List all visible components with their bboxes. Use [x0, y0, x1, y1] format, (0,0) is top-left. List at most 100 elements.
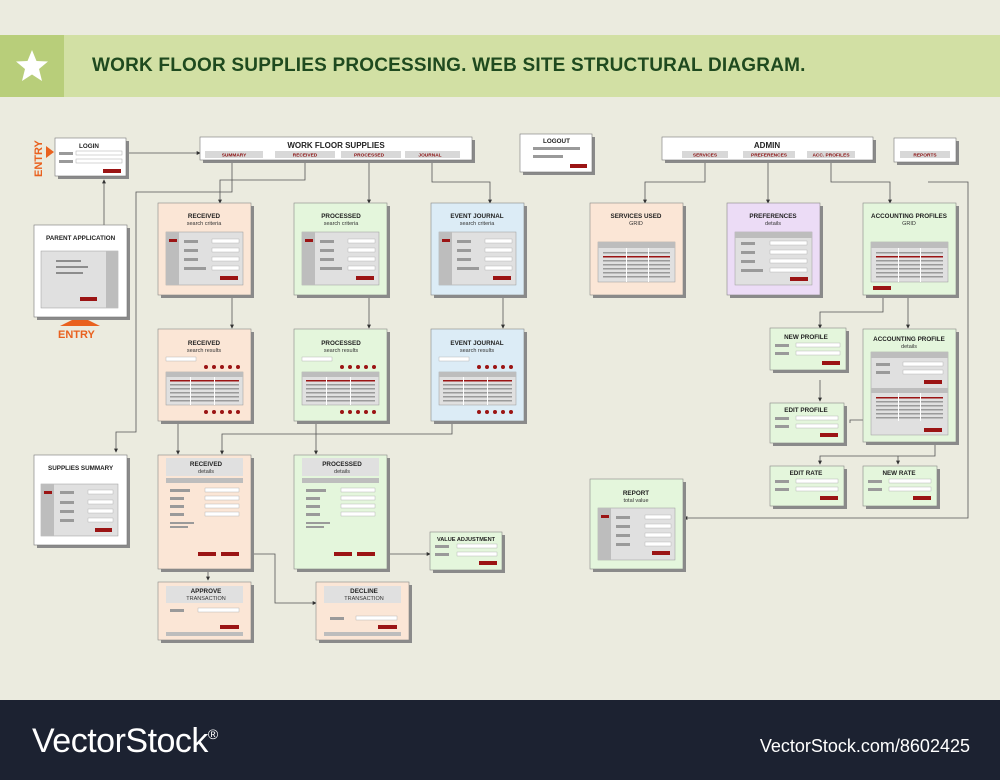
page-title: WORK FLOOR SUPPLIES PROCESSING. WEB SITE…	[92, 55, 806, 76]
star-badge	[0, 35, 64, 97]
entry-marker-side: ENTRY	[33, 139, 54, 177]
connector-received	[218, 163, 306, 204]
connector-journal	[431, 163, 492, 204]
new-profile-box[interactable]: NEW PROFILE	[769, 327, 849, 373]
parent-application-title: PARENT APPLICATION	[46, 235, 116, 242]
received-details-title: RECEIVED	[190, 461, 223, 468]
tab-preferences: PREFERENCES	[751, 153, 788, 159]
received-details-box[interactable]: RECEIVED details	[157, 454, 254, 572]
preferences-title: PREFERENCES	[749, 213, 796, 220]
preferences-sub: details	[765, 221, 781, 227]
tab-summary: SUMMARY	[222, 153, 247, 159]
journal-results-title: EVENT JOURNAL	[450, 340, 503, 347]
tab-processed: PROCESSED	[354, 153, 385, 159]
decline-title: DECLINE	[350, 588, 378, 595]
received-search-box[interactable]: RECEIVED search criteria	[157, 202, 254, 298]
entry-arrow-bottom-icon	[60, 316, 100, 326]
entry-marker-bottom: ENTRY	[58, 316, 100, 341]
footer-bar: VectorStock® VectorStock.com/8602425	[0, 700, 1000, 780]
parent-application-box[interactable]: PARENT APPLICATION	[33, 224, 130, 320]
journal-search-box[interactable]: EVENT JOURNAL search criteria	[430, 202, 527, 298]
accounting-profiles-sub: GRID	[902, 221, 916, 227]
structural-diagram: ENTRY ENTRY LOGIN WORK FLOOR SUPPLIES SU…	[33, 133, 969, 643]
title-bar: WORK FLOOR SUPPLIES PROCESSING. WEB SITE…	[0, 35, 1000, 97]
login-title: LOGIN	[79, 143, 99, 150]
processed-details-box[interactable]: PROCESSED details	[293, 454, 390, 572]
new-rate-title: NEW RATE	[882, 470, 915, 477]
entry-label-side: ENTRY	[33, 139, 45, 177]
supplies-summary-box[interactable]: SUPPLIES SUMMARY	[33, 454, 130, 548]
connector-reports	[683, 181, 969, 520]
entry-label-bottom: ENTRY	[58, 329, 96, 341]
connector-services	[643, 163, 706, 204]
received-search-title: RECEIVED	[188, 213, 221, 220]
admin-title: ADMIN	[754, 141, 780, 150]
work-floor-menu[interactable]: WORK FLOOR SUPPLIES SUMMARY RECEIVED PRO…	[199, 136, 475, 163]
accounting-profile-details-title: ACCOUNTING PROFILE	[873, 336, 945, 343]
journal-results-box[interactable]: EVENT JOURNAL search results	[430, 328, 527, 424]
new-rate-box[interactable]: NEW RATE	[862, 465, 940, 509]
received-details-sub: details	[198, 469, 214, 475]
services-used-sub: GRID	[629, 221, 643, 227]
report-sub: total value	[623, 498, 648, 504]
footer-brand[interactable]: VectorStock®	[32, 722, 218, 761]
entry-arrow-side-icon	[46, 146, 54, 158]
work-floor-title: WORK FLOOR SUPPLIES	[287, 141, 385, 150]
tab-acc-profiles: ACC. PROFILES	[812, 153, 850, 159]
approve-transaction-box[interactable]: APPROVE TRANSACTION	[157, 581, 254, 643]
value-adjustment-box[interactable]: VALUE ADJUSTMENT	[429, 531, 505, 573]
accounting-profile-details-box[interactable]: ACCOUNTING PROFILE details	[862, 328, 959, 445]
processed-results-sub: search results	[324, 348, 358, 354]
received-results-box[interactable]: RECEIVED search results	[157, 328, 254, 424]
tab-received: RECEIVED	[293, 153, 318, 159]
approve-sub: TRANSACTION	[186, 596, 225, 602]
services-used-title: SERVICES USED	[611, 213, 662, 220]
received-results-sub: search results	[187, 348, 221, 354]
received-results-title: RECEIVED	[188, 340, 221, 347]
connector-details-to-edit-profile	[849, 419, 864, 423]
admin-menu[interactable]: ADMIN SERVICES PREFERENCES ACC. PROFILES	[661, 136, 876, 163]
edit-profile-box[interactable]: EDIT PROFILE	[769, 402, 847, 446]
decline-transaction-box[interactable]: DECLINE TRANSACTION	[315, 581, 412, 643]
journal-results-sub: search results	[460, 348, 494, 354]
accounting-profiles-box[interactable]: ACCOUNTING PROFILES GRID	[862, 202, 959, 298]
report-box[interactable]: REPORT total value	[589, 478, 686, 572]
report-title: REPORT	[623, 490, 649, 497]
star-icon	[16, 50, 48, 81]
value-adjustment-title: VALUE ADJUSTMENT	[437, 537, 496, 543]
processed-details-title: PROCESSED	[322, 461, 362, 468]
processed-details-sub: details	[334, 469, 350, 475]
supplies-summary-title: SUPPLIES SUMMARY	[48, 465, 114, 472]
tab-reports: REPORTS	[913, 153, 937, 159]
connector-to-new-profile	[818, 292, 884, 329]
processed-search-box[interactable]: PROCESSED search criteria	[293, 202, 390, 298]
decline-sub: TRANSACTION	[344, 596, 383, 602]
received-search-sub: search criteria	[187, 221, 222, 227]
processed-search-title: PROCESSED	[321, 213, 361, 220]
processed-results-box[interactable]: PROCESSED search results	[293, 328, 390, 424]
edit-rate-box[interactable]: EDIT RATE	[769, 465, 847, 509]
services-used-box[interactable]: SERVICES USED GRID	[589, 202, 686, 298]
journal-search-sub: search criteria	[460, 221, 495, 227]
footer-reference[interactable]: VectorStock.com/8602425	[759, 736, 970, 756]
connector-summary	[114, 163, 233, 453]
footer-brand-text: VectorStock	[32, 722, 208, 760]
footer-brand-mark: ®	[207, 726, 218, 742]
new-profile-title: NEW PROFILE	[784, 334, 828, 341]
login-box[interactable]: LOGIN	[54, 137, 129, 179]
logout-title: LOGOUT	[543, 138, 570, 145]
tab-services: SERVICES	[693, 153, 718, 159]
accounting-profile-details-sub: details	[901, 344, 917, 350]
connector-acc-profiles	[830, 163, 892, 204]
logout-box[interactable]: LOGOUT	[519, 133, 595, 175]
processed-results-title: PROCESSED	[321, 340, 361, 347]
tab-journal: JOURNAL	[418, 153, 441, 159]
preferences-box[interactable]: PREFERENCES details	[726, 202, 823, 298]
processed-search-sub: search criteria	[324, 221, 359, 227]
accounting-profiles-title: ACCOUNTING PROFILES	[871, 213, 947, 220]
approve-title: APPROVE	[191, 588, 222, 595]
edit-profile-title: EDIT PROFILE	[784, 407, 827, 414]
journal-search-title: EVENT JOURNAL	[450, 213, 503, 220]
reports-box[interactable]: REPORTS	[893, 137, 959, 165]
